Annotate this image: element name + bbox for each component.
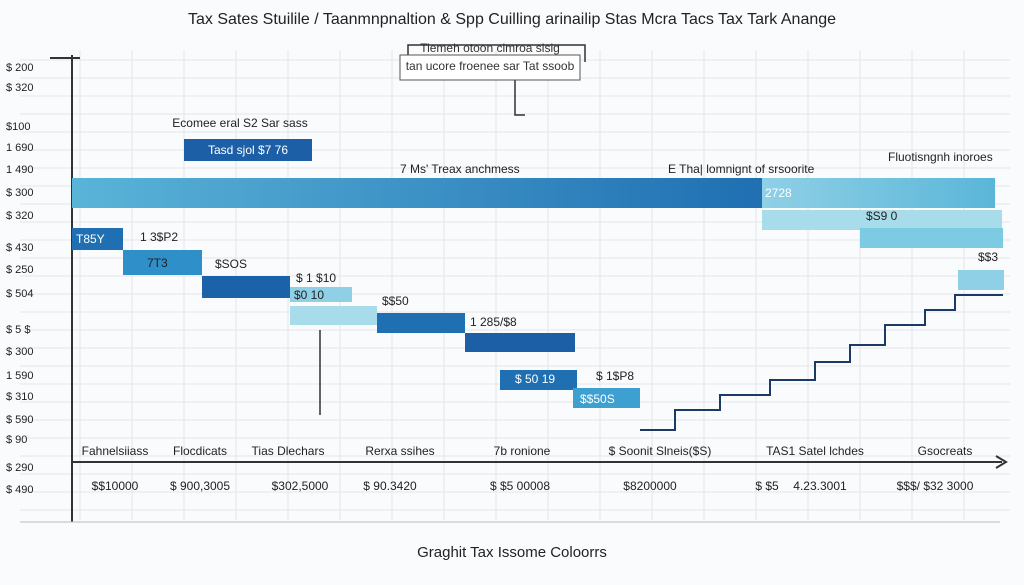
category-label: Fahnelsiiass xyxy=(82,444,149,458)
label-box xyxy=(184,139,312,161)
annotation: $ 1 $10 xyxy=(296,271,336,285)
annotation: 7 Ms' Treax anchmess xyxy=(400,162,520,176)
axis-label: $ 90 xyxy=(6,434,27,446)
amount-label: $$$/ $32 3000 xyxy=(897,479,974,493)
connector xyxy=(319,44,586,415)
annotation: Tiemeh otoon clmroa sisig xyxy=(420,41,560,55)
annotation: $$50 xyxy=(382,294,409,308)
annotation: tan ucore froenee sar Tat ssoob xyxy=(406,59,575,73)
annotation: $$50S xyxy=(580,392,615,406)
bar xyxy=(465,333,575,352)
category-label: Gsocreats xyxy=(918,444,973,458)
annotation: Ecomee eral S2 Sar sass xyxy=(172,116,307,130)
annotation: T85Y xyxy=(76,232,105,246)
bar xyxy=(202,276,290,298)
annotation: $$3 xyxy=(978,250,998,264)
axis-label: 1 690 xyxy=(6,142,34,154)
amount-label: 4.23.3001 xyxy=(793,479,847,493)
bar xyxy=(958,270,1004,290)
axis-label: $100 xyxy=(6,121,30,133)
annotation: $S9 0 xyxy=(866,209,898,223)
bar xyxy=(762,178,995,208)
annotation: Tasd sjol $7 76 xyxy=(208,143,288,157)
bar xyxy=(290,287,352,302)
bars xyxy=(72,139,1004,408)
annotation: 7T3 xyxy=(147,256,168,270)
step-line xyxy=(640,294,1003,431)
bar xyxy=(500,370,577,390)
bar xyxy=(762,210,1002,230)
annotation: 1 285/$8 xyxy=(470,315,517,329)
amount-label: $ $5 00008 xyxy=(490,479,550,493)
bar xyxy=(573,388,640,408)
footer: Graghit Tax Issome Coloorrs xyxy=(417,544,607,561)
annotation: 2728 xyxy=(765,186,792,200)
category-label: Flocdicats xyxy=(173,444,227,458)
labels: Tax Sates Stuilile / Taanmnpnaltion & Sp… xyxy=(6,11,998,561)
amount-label: $302,5000 xyxy=(272,479,329,493)
bar xyxy=(860,228,1003,248)
bar xyxy=(72,228,123,250)
annotation: 1 3$P2 xyxy=(140,230,178,244)
category-label: Rerxa ssihes xyxy=(365,444,434,458)
category-label: 7b ronione xyxy=(494,444,551,458)
axis-label: $ 300 xyxy=(6,346,34,358)
axis-label: 1 590 xyxy=(6,370,34,382)
title: Tax Sates Stuilile / Taanmnpnaltion & Sp… xyxy=(188,11,836,28)
axis-label: 1 490 xyxy=(6,164,34,176)
amount-label: $8200000 xyxy=(623,479,677,493)
bar xyxy=(377,313,465,333)
axis-label: $ 200 xyxy=(6,62,34,74)
axis-label: $ 300 xyxy=(6,187,34,199)
amount-label: $ 90.3420 xyxy=(363,479,417,493)
bar xyxy=(123,250,202,275)
axis-arrow xyxy=(995,455,1008,469)
category-label: TAS1 Satel lchdes xyxy=(766,444,864,458)
annotation: Fluotisngnh inoroes xyxy=(888,150,993,164)
annotation: $0 10 xyxy=(294,288,324,302)
annotation: E Tha| lomnignt of srsoorite xyxy=(668,162,815,176)
annotation: $SOS xyxy=(215,257,247,271)
amount-label: $ 900,3005 xyxy=(170,479,230,493)
amount-label: $ $5 xyxy=(755,479,779,493)
axis-label: $ 504 xyxy=(6,288,34,300)
axis-label: $ 430 xyxy=(6,242,34,254)
axis-label: $ 250 xyxy=(6,264,34,276)
note-box xyxy=(399,54,581,81)
annotation: $ 50 19 xyxy=(515,372,555,386)
category-label: Tias Dlechars xyxy=(252,444,325,458)
category-label: $ Soonit Slneis($S) xyxy=(609,444,712,458)
bar xyxy=(72,178,762,208)
axis-label: $ 290 xyxy=(6,462,34,474)
axis-label: $ 5 $ xyxy=(6,324,30,336)
axis-label: $ 590 xyxy=(6,414,34,426)
bar xyxy=(290,306,377,325)
amount-label: $$10000 xyxy=(92,479,139,493)
annotation: $ 1$P8 xyxy=(596,369,634,383)
axis-label: $ 320 xyxy=(6,82,34,94)
axis-label: $ 310 xyxy=(6,391,34,403)
axis-label: $ 320 xyxy=(6,210,34,222)
axis-label: $ 490 xyxy=(6,484,34,496)
